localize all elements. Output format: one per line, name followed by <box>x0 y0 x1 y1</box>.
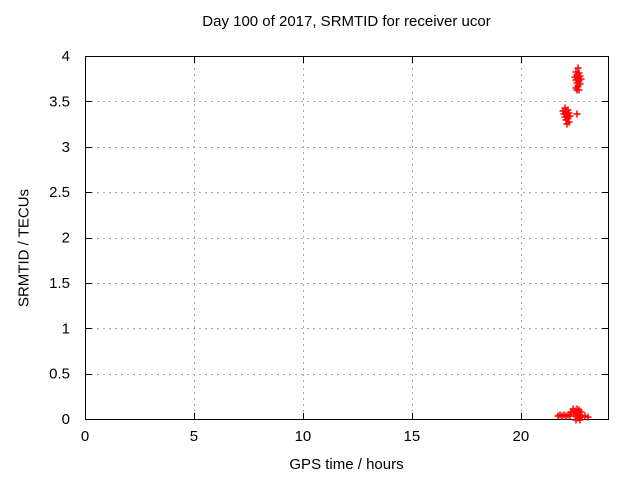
x-tick-label: 10 <box>295 428 312 445</box>
x-tick-label: 20 <box>512 428 529 445</box>
x-tick-label: 0 <box>81 428 89 445</box>
y-tick-label: 0.5 <box>49 366 70 383</box>
y-tick-label: 2 <box>62 230 70 247</box>
y-tick-label: 0 <box>62 411 70 428</box>
y-tick-label: 1 <box>62 320 70 337</box>
chart-title: Day 100 of 2017, SRMTID for receiver uco… <box>202 13 491 30</box>
x-axis-label: GPS time / hours <box>289 456 404 473</box>
y-tick-label: 4 <box>62 48 70 65</box>
y-tick-label: 1.5 <box>49 275 70 292</box>
data-points <box>554 64 592 424</box>
x-tick-label: 5 <box>190 428 198 445</box>
y-tick-label: 3.5 <box>49 93 70 110</box>
plot-border <box>85 56 609 420</box>
y-tick-label: 3 <box>62 139 70 156</box>
y-tick-label: 2.5 <box>49 184 70 201</box>
x-tick-label: 15 <box>404 428 421 445</box>
